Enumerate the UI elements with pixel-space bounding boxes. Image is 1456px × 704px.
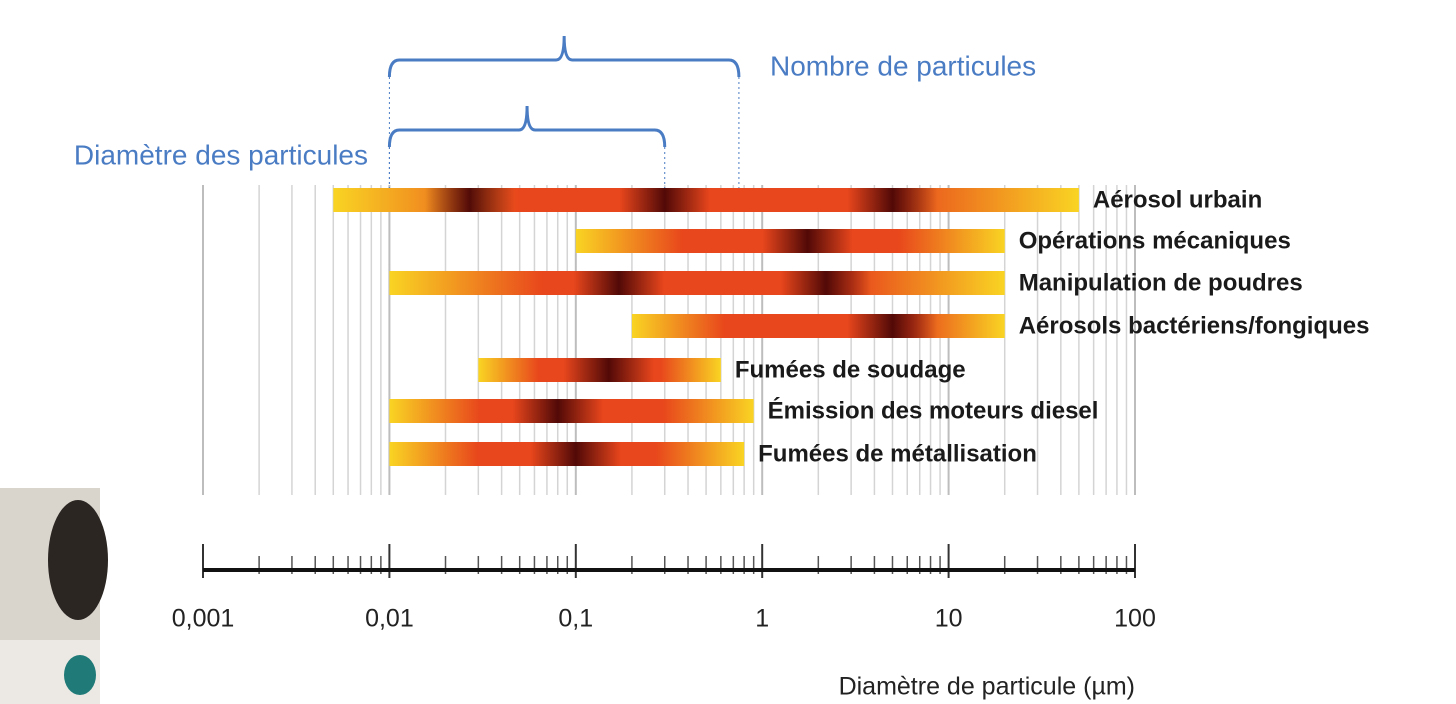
peak [781,271,871,295]
range-bar [632,314,1005,338]
category-label: Émission des moteurs diesel [768,396,1099,424]
x-tick-label: 0,1 [558,605,593,633]
x-tick-label: 10 [935,605,963,633]
range-bar [389,271,1004,295]
peak [574,271,664,295]
category-label: Aérosol urbain [1093,186,1262,213]
page: 0,001 0,01 0,1 1 10 100 Aérosol urbain Opératio… [0,0,1456,704]
photo [0,488,108,704]
peak [620,188,710,212]
annotation: Diamètre des particules [74,139,368,170]
peak [847,188,937,212]
peak [531,442,621,466]
peak [763,229,853,253]
bracket [389,106,664,147]
category-label: Fumées de métallisation [758,440,1037,467]
annotation: Nombre de particules [770,50,1036,81]
category-label: Fumées de soudage [735,356,966,383]
x-tick-label: 0,001 [172,605,235,633]
peak [564,358,654,382]
x-tick-label: 100 [1114,605,1156,633]
category-label: Aérosols bactériens/fongiques [1019,312,1370,339]
category-label: Manipulation de poudres [1019,269,1303,296]
x-tick-label: 0,01 [365,605,414,633]
x-axis-label: Diamètre de particule (µm) [839,673,1135,701]
category-label: Opérations mécaniques [1019,227,1291,254]
bracket [389,36,739,77]
peak [513,399,603,423]
peak [847,314,937,338]
peak [425,188,515,212]
x-tick-label: 1 [755,605,769,633]
chart: 0,001 0,01 0,1 1 10 100 Aérosol urbain Opératio… [0,0,1456,704]
